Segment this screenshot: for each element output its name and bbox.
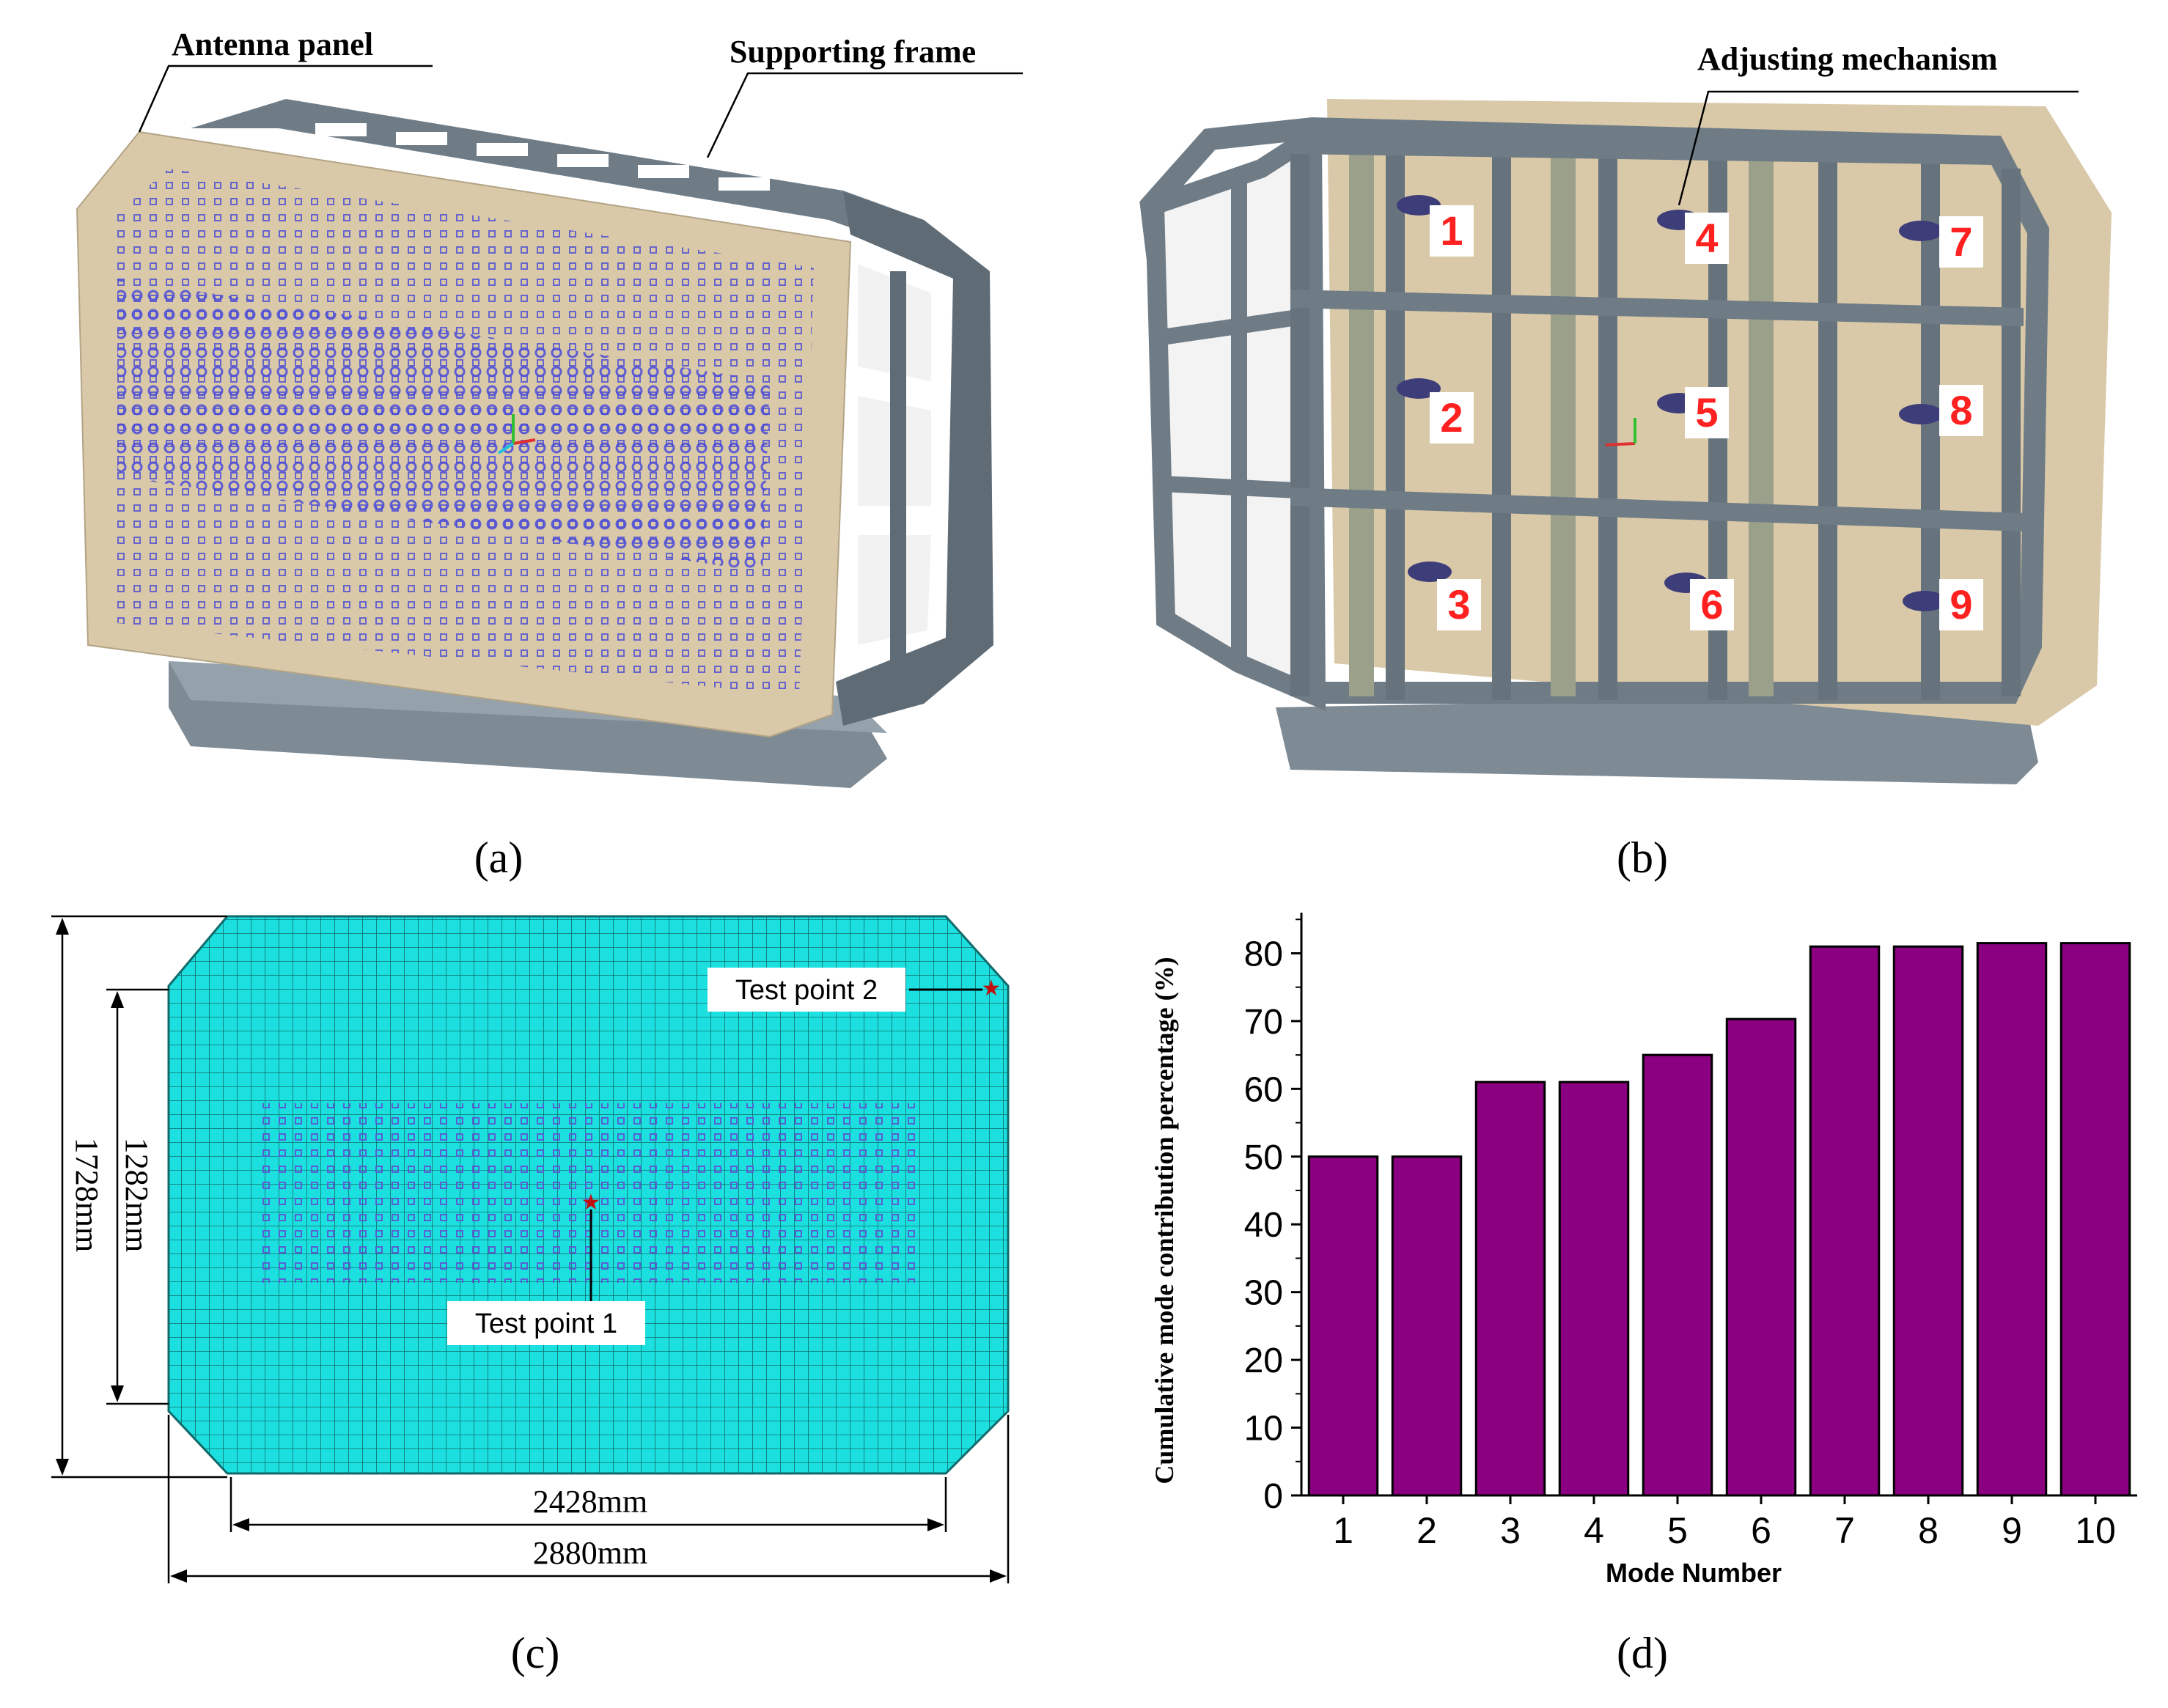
supporting-frame-leader [706,72,1023,158]
x-tick-label: 3 [1500,1510,1521,1551]
y-tick-label: 10 [1244,1410,1283,1449]
x-tick-label: 8 [1918,1510,1939,1551]
y-tick-label: 80 [1244,935,1283,973]
x-tick-label: 2 [1416,1510,1437,1551]
y-tick-label: 70 [1244,1003,1283,1042]
panel-b-illustration: 1 2 3 4 5 6 7 8 9 Adjusting mechanism (b… [1139,41,2112,882]
dimension-inner-height: 1282mm [119,1138,155,1252]
x-axis-label: Mode Number [1606,1558,1782,1588]
mechanism-label-8: 8 [1939,385,1983,436]
mechanism-label-2: 2 [1430,392,1474,443]
svg-text:3: 3 [1447,581,1470,627]
bar-mode-4 [1558,1081,1630,1497]
svg-text:1: 1 [1440,207,1463,254]
bar-mode-7 [1809,945,1881,1497]
adjusting-mechanism-leader [1678,90,2079,206]
mechanism-label-3: 3 [1437,579,1481,630]
panel-d-chart: 0 10 20 30 40 50 60 70 80 1 2 3 4 5 6 7 8 9 10 Mode Numbe… [1150,913,2137,1677]
x-tick-label: 5 [1667,1510,1688,1551]
panel-b-label: (b) [1617,833,1668,882]
bar-mode-2 [1391,1155,1463,1497]
svg-text:4: 4 [1695,215,1718,261]
y-tick-label: 60 [1244,1070,1283,1109]
mechanism-label-7: 7 [1939,216,1983,268]
y-tick-label: 0 [1263,1477,1283,1516]
chart-x-axis-ticks: 1 2 3 4 5 6 7 8 9 10 [1333,1495,2116,1551]
dimension-inner-width: 2428mm [533,1484,647,1520]
mechanism-label-5: 5 [1685,387,1729,438]
y-axis-label: Cumulative mode contribution percentage … [1150,957,1179,1484]
y-tick-label: 30 [1244,1274,1283,1313]
dimension-outer-width: 2880mm [533,1535,647,1571]
svg-text:7: 7 [1950,218,1972,265]
mechanism-label-6: 6 [1690,579,1734,630]
dimension-lines [51,915,1010,1583]
test-point-2-label: Test point 2 [735,975,878,1006]
mechanism-label-4: 4 [1685,213,1729,264]
mechanism-labels: 1 2 3 4 5 6 7 8 9 [1430,205,1983,630]
supporting-frame-callout: Supporting frame [730,34,976,70]
bar-mode-1 [1307,1155,1379,1497]
x-tick-label: 1 [1333,1510,1353,1551]
dimension-outer-height: 1728mm [69,1138,105,1252]
bar-mode-9 [1976,942,2048,1497]
x-tick-label: 7 [1834,1510,1855,1551]
panel-a-illustration: Antenna panel Supporting frame (a) [76,26,1023,882]
bar-mode-5 [1642,1053,1713,1497]
svg-text:2: 2 [1440,394,1463,441]
adjusting-mechanism-callout: Adjusting mechanism [1697,41,1998,77]
panel-a-label: (a) [474,833,523,882]
mechanism-label-1: 1 [1430,205,1474,257]
base-platform-b [1276,693,2038,784]
bar-mode-8 [1892,945,1964,1497]
mechanism-label-9: 9 [1939,579,1983,630]
y-tick-label: 20 [1244,1341,1283,1380]
x-tick-label: 6 [1751,1510,1771,1551]
x-tick-label: 9 [2002,1510,2022,1551]
y-tick-label: 50 [1244,1138,1283,1177]
bar-mode-6 [1725,1017,1797,1497]
x-tick-label: 10 [2075,1510,2116,1551]
x-tick-label: 4 [1584,1510,1604,1551]
chart-y-axis-ticks: 0 10 20 30 40 50 60 70 80 [1244,919,1301,1516]
svg-text:9: 9 [1950,581,1972,627]
antenna-panel-callout: Antenna panel [172,26,373,62]
y-tick-label: 40 [1244,1206,1283,1245]
bar-mode-3 [1474,1081,1546,1497]
svg-text:8: 8 [1950,387,1972,433]
test-point-1-label: Test point 1 [475,1308,617,1339]
test-point-2-marker: ★ [982,976,1002,1001]
panel-c-mesh-drawing: 1728mm 1282mm 2428mm 2880mm ★ Test point… [51,915,1010,1677]
antenna-panel-leader [138,65,433,133]
panel-c-label: (c) [511,1629,560,1677]
bar-mode-10 [2059,942,2131,1497]
svg-text:5: 5 [1695,389,1718,435]
chart-bars [1307,942,2131,1497]
svg-text:6: 6 [1700,581,1723,627]
panel-d-label: (d) [1617,1629,1668,1677]
supporting-frame [191,99,924,249]
